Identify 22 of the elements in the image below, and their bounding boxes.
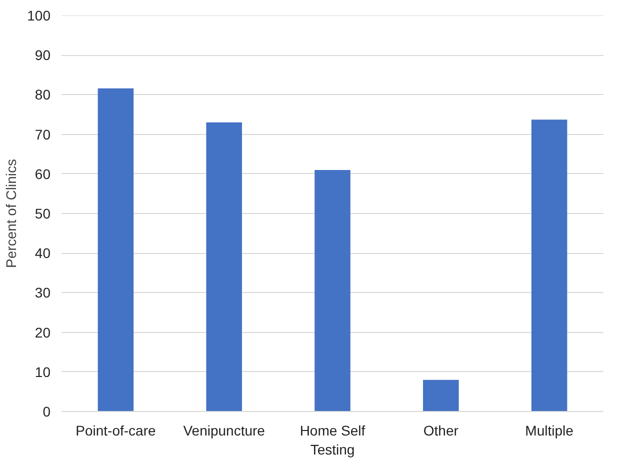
y-tick-label: 20 bbox=[34, 324, 51, 340]
x-tick-label: Venipuncture bbox=[183, 422, 266, 438]
bar bbox=[531, 120, 568, 412]
y-tick-label: 0 bbox=[42, 404, 51, 420]
y-tick-label: 80 bbox=[34, 86, 51, 103]
y-tick-label: 30 bbox=[34, 284, 51, 301]
y-tick-label: 70 bbox=[34, 126, 51, 142]
bar bbox=[206, 122, 242, 412]
y-axis-title: Percent of Clinics bbox=[3, 159, 20, 268]
y-tick-label: 40 bbox=[34, 245, 51, 262]
y-tick-label: 60 bbox=[34, 166, 51, 182]
y-tick-label: 10 bbox=[34, 364, 51, 380]
bar bbox=[423, 380, 459, 412]
bar bbox=[98, 88, 134, 412]
x-tick-label: Point-of-care bbox=[76, 422, 156, 438]
x-tick-label: Home Self Testing bbox=[300, 422, 366, 458]
y-tick-label: 100 bbox=[27, 8, 51, 24]
x-tick-label: Multiple bbox=[525, 422, 574, 438]
bar bbox=[314, 170, 350, 412]
x-tick-label: Other bbox=[423, 422, 459, 438]
y-tick-label: 90 bbox=[34, 47, 51, 64]
y-tick-label: 50 bbox=[34, 206, 51, 222]
